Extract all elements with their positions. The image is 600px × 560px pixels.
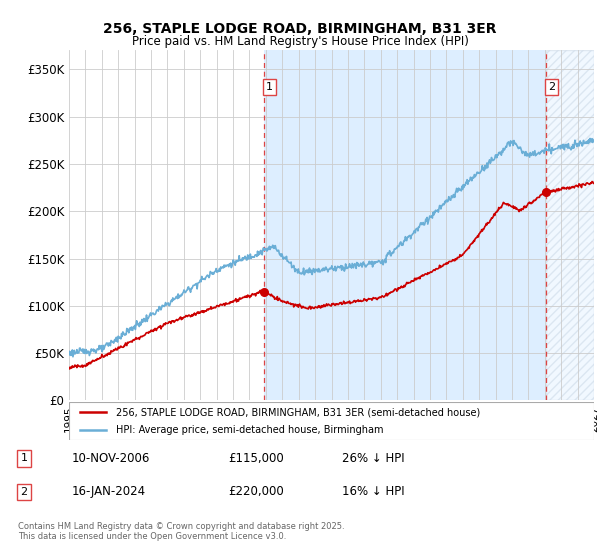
Text: 10-NOV-2006: 10-NOV-2006	[72, 452, 151, 465]
Bar	[545, 50, 594, 400]
Text: HPI: Average price, semi-detached house, Birmingham: HPI: Average price, semi-detached house,…	[116, 424, 384, 435]
Bar	[264, 50, 545, 400]
Text: £220,000: £220,000	[228, 486, 284, 498]
Text: 1: 1	[20, 454, 28, 464]
Text: 256, STAPLE LODGE ROAD, BIRMINGHAM, B31 3ER: 256, STAPLE LODGE ROAD, BIRMINGHAM, B31 …	[103, 22, 497, 36]
Text: 2: 2	[20, 487, 28, 497]
Text: Price paid vs. HM Land Registry's House Price Index (HPI): Price paid vs. HM Land Registry's House …	[131, 35, 469, 48]
Text: 2: 2	[548, 82, 555, 92]
Text: £115,000: £115,000	[228, 452, 284, 465]
FancyBboxPatch shape	[69, 402, 594, 440]
Text: 26% ↓ HPI: 26% ↓ HPI	[342, 452, 404, 465]
Text: Contains HM Land Registry data © Crown copyright and database right 2025.
This d: Contains HM Land Registry data © Crown c…	[18, 522, 344, 542]
Text: 256, STAPLE LODGE ROAD, BIRMINGHAM, B31 3ER (semi-detached house): 256, STAPLE LODGE ROAD, BIRMINGHAM, B31 …	[116, 407, 481, 417]
Text: 1: 1	[266, 82, 273, 92]
Text: 16-JAN-2024: 16-JAN-2024	[72, 486, 146, 498]
Text: 16% ↓ HPI: 16% ↓ HPI	[342, 486, 404, 498]
